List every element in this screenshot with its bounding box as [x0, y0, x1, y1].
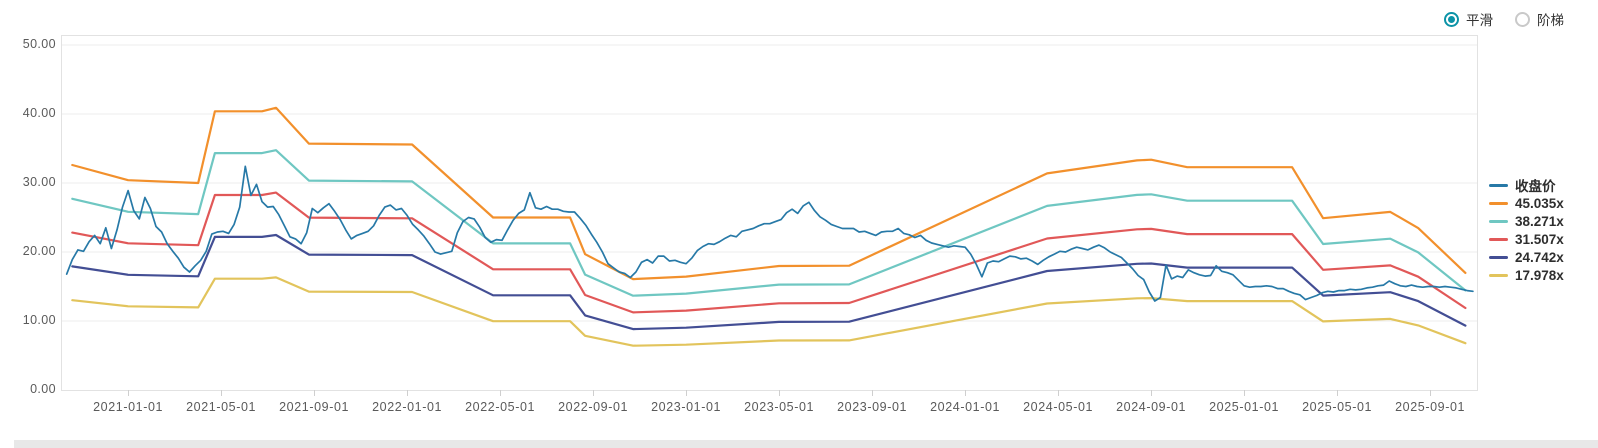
x-axis-tick-mark — [1244, 390, 1246, 396]
x-axis-tick-mark — [1430, 390, 1432, 396]
pe-band-line — [71, 191, 1467, 314]
x-axis-tick-label: 2022-09-01 — [558, 400, 629, 414]
radio-label: 阶梯 — [1537, 13, 1564, 28]
pe-band-line — [71, 233, 1467, 331]
radio-label: 平滑 — [1466, 13, 1493, 28]
chart-legend: 收盘价 45.035x 38.271x 31.507x 24.742x 17.978x — [1489, 176, 1564, 284]
x-axis-tick-label: 2025-09-01 — [1395, 400, 1466, 414]
x-axis-tick-mark — [128, 390, 130, 396]
legend-line-swatch-icon — [1489, 237, 1508, 241]
legend-line-swatch-icon — [1489, 273, 1508, 277]
x-axis-tick-mark — [1337, 390, 1339, 396]
radio-circle-icon — [1444, 11, 1459, 27]
radio-smooth[interactable]: 平滑 — [1444, 9, 1493, 29]
bottom-divider — [14, 440, 1598, 448]
x-axis-tick-label: 2024-09-01 — [1116, 400, 1187, 414]
radio-step[interactable]: 阶梯 — [1515, 9, 1564, 29]
legend-item[interactable]: 38.271x — [1489, 212, 1564, 230]
x-axis-tick-label: 2021-05-01 — [186, 400, 257, 414]
x-axis-tick-label: 2021-01-01 — [93, 400, 164, 414]
legend-item[interactable]: 45.035x — [1489, 194, 1564, 212]
legend-label: 45.035x — [1515, 195, 1564, 211]
x-axis-tick-mark — [965, 390, 967, 396]
x-axis-tick-mark — [686, 390, 688, 396]
legend-item[interactable]: 收盘价 — [1489, 176, 1564, 194]
x-axis-tick-label: 2023-05-01 — [744, 400, 815, 414]
x-axis-tick-mark — [779, 390, 781, 396]
legend-item[interactable]: 17.978x — [1489, 266, 1564, 284]
x-axis-tick-label: 2022-05-01 — [465, 400, 536, 414]
legend-label: 17.978x — [1515, 267, 1564, 283]
x-axis-tick-mark — [872, 390, 874, 396]
legend-item[interactable]: 31.507x — [1489, 230, 1564, 248]
legend-label: 38.271x — [1515, 213, 1564, 229]
x-axis-tick-mark — [593, 390, 595, 396]
pe-band-line — [71, 276, 1467, 347]
x-axis-tick-label: 2023-09-01 — [837, 400, 908, 414]
close-price-line — [65, 165, 1474, 302]
legend-item[interactable]: 24.742x — [1489, 248, 1564, 266]
plot-area — [61, 35, 1478, 391]
x-axis-tick-mark — [314, 390, 316, 396]
y-axis-tick-label: 10.00 — [22, 313, 56, 327]
radio-circle-icon — [1515, 11, 1530, 27]
y-axis-tick-label: 40.00 — [22, 106, 56, 120]
chart-series-canvas[interactable] — [62, 36, 1477, 390]
x-axis-tick-label: 2021-09-01 — [279, 400, 350, 414]
x-axis-tick-label: 2024-01-01 — [930, 400, 1001, 414]
x-axis-tick-label: 2024-05-01 — [1023, 400, 1094, 414]
x-axis-tick-mark — [1058, 390, 1060, 396]
legend-label: 31.507x — [1515, 231, 1564, 247]
x-axis-tick-mark — [1151, 390, 1153, 396]
x-axis-tick-mark — [500, 390, 502, 396]
legend-label: 24.742x — [1515, 249, 1564, 265]
legend-line-swatch-icon — [1489, 219, 1508, 223]
legend-line-swatch-icon — [1489, 183, 1508, 187]
x-axis-tick-label: 2025-01-01 — [1209, 400, 1280, 414]
pe-band-line — [71, 106, 1467, 281]
x-axis-tick-mark — [407, 390, 409, 396]
y-axis-tick-label: 20.00 — [22, 244, 56, 258]
legend-line-swatch-icon — [1489, 201, 1508, 205]
x-axis-tick-label: 2025-05-01 — [1302, 400, 1373, 414]
x-axis-tick-mark — [221, 390, 223, 396]
pe-band-line — [71, 149, 1467, 297]
legend-label: 收盘价 — [1515, 179, 1556, 194]
line-mode-radio-group: 平滑 阶梯 — [1444, 9, 1564, 29]
y-axis-tick-label: 0.00 — [30, 382, 56, 396]
x-axis-tick-label: 2022-01-01 — [372, 400, 443, 414]
y-axis-tick-label: 50.00 — [22, 37, 56, 51]
x-axis-tick-label: 2023-01-01 — [651, 400, 722, 414]
legend-line-swatch-icon — [1489, 255, 1508, 259]
y-axis-tick-label: 30.00 — [22, 175, 56, 189]
